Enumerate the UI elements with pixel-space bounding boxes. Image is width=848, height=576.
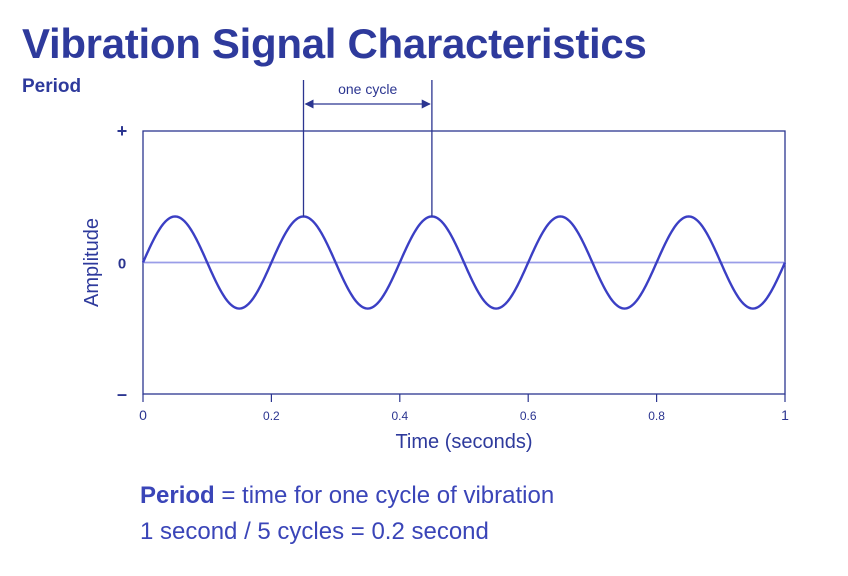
x-tick-label: 0.8: [648, 409, 665, 423]
sine-wave-series: [141, 215, 787, 310]
cycle-annotation-label: one cycle: [338, 81, 397, 97]
y-tick-label: –: [117, 384, 127, 404]
period-term: Period: [140, 482, 215, 509]
period-calculation: 1 second / 5 cycles = 0.2 second: [140, 518, 489, 545]
x-tick-label: 0.4: [391, 409, 408, 423]
period-definition: Period = time for one cycle of vibration: [140, 482, 554, 510]
vibration-chart: 0 0.2 0.4 0.6 0.8 1+0–Time (seconds)Amplitude…: [81, 80, 789, 453]
x-tick-label: 0.6: [520, 409, 537, 423]
x-tick-label: 0.2: [263, 409, 280, 423]
x-axis-label: Time (seconds): [395, 431, 532, 453]
y-axis-label: Amplitude: [81, 218, 103, 307]
x-tick-label: 1: [781, 407, 789, 423]
x-tick-label: 0: [139, 407, 147, 423]
section-subtitle: Period: [22, 76, 82, 97]
page-title: Vibration Signal Characteristics: [22, 20, 647, 67]
period-definition-text: = time for one cycle of vibration: [214, 482, 555, 509]
y-tick-label: 0: [118, 256, 126, 273]
y-tick-label: +: [117, 121, 128, 141]
